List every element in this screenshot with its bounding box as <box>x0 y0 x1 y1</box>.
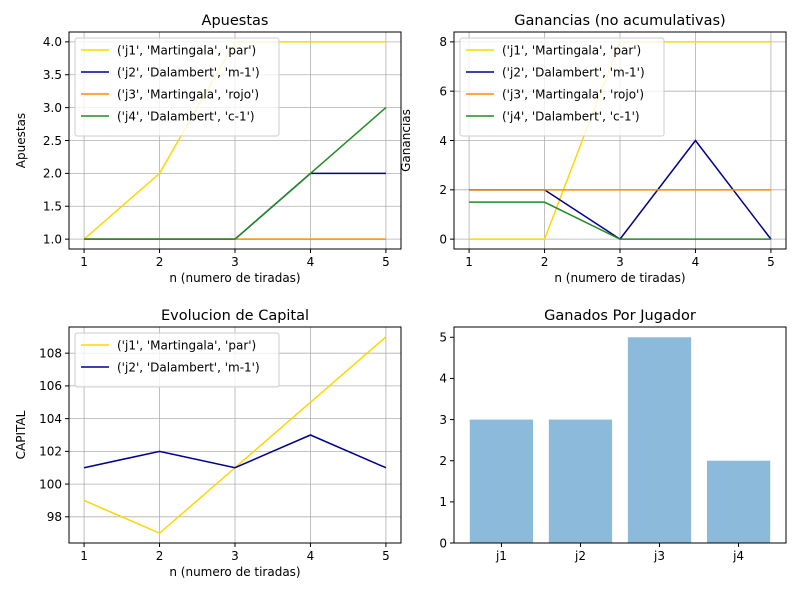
y-tick-label: 8 <box>439 35 447 49</box>
y-tick-label: 2.0 <box>43 167 62 181</box>
legend-label-3: ('j3', 'Martingala', 'rojo') <box>502 87 644 101</box>
legend-label-2: ('j2', 'Dalambert', 'm-1') <box>117 65 260 79</box>
chart-2: 1 2 3 4 5 0 2 4 6 8 Ganancias (no acumulativas) n (… <box>399 13 787 285</box>
legend: ('j1', 'Martingala', 'par') ('j2', 'Dalam… <box>74 37 280 137</box>
x-tick-label: 1 <box>465 255 473 269</box>
y-tick-label: 3 <box>439 413 447 427</box>
x-tick-label: 3 <box>231 549 239 563</box>
x-axis-label: n (numero de tiradas) <box>554 271 685 285</box>
chart-title: Ganancias (no acumulativas) <box>514 13 725 29</box>
y-tick-label: 4 <box>439 134 447 148</box>
y-axis-label: CAPITAL <box>14 410 28 459</box>
legend-frame <box>459 37 665 137</box>
x-tick-label: 2 <box>156 255 164 269</box>
y-axis-label: Ganancias <box>399 109 413 172</box>
plot-frame <box>68 31 402 250</box>
y-tick-label: 98 <box>47 510 62 524</box>
legend-label-1: ('j1', 'Martingala', 'par') <box>117 43 256 57</box>
plot-frame <box>453 31 787 250</box>
y-tick-label: 0 <box>439 232 447 246</box>
y-tick-label: 3.0 <box>43 101 62 115</box>
bar-j1 <box>469 419 534 543</box>
bar-j2 <box>548 419 613 543</box>
x-tick-label: 5 <box>382 549 390 563</box>
y-tick-label: 1.5 <box>43 200 62 214</box>
legend-label-1: ('j1', 'Martingala', 'par') <box>502 43 641 57</box>
x-tick-label: 5 <box>382 255 390 269</box>
x-tick-label: j2 <box>574 549 586 563</box>
series-line-4 <box>469 201 771 240</box>
x-tick-label: j3 <box>653 549 665 563</box>
chart-title: Apuestas <box>202 13 269 29</box>
y-tick-label: 4 <box>439 372 447 386</box>
y-tick-label: 2 <box>439 183 447 197</box>
legend-label-2: ('j2', 'Dalambert', 'm-1') <box>502 65 645 79</box>
x-axis-label: n (numero de tiradas) <box>169 565 300 579</box>
legend-label-1: ('j1', 'Martingala', 'par') <box>117 338 256 352</box>
legend: ('j1', 'Martingala', 'par') ('j2', 'Dalam… <box>74 332 280 388</box>
legend-frame <box>74 332 280 388</box>
x-tick-label: 3 <box>616 255 624 269</box>
x-tick-label: 1 <box>80 549 88 563</box>
legend-label-4: ('j4', 'Dalambert', 'c-1') <box>502 109 640 123</box>
legend: ('j1', 'Martingala', 'par') ('j2', 'Dalam… <box>459 37 665 137</box>
x-tick-label: 4 <box>307 255 315 269</box>
x-tick-label: 1 <box>80 255 88 269</box>
y-tick-label: 100 <box>39 477 62 491</box>
y-tick-label: 2.5 <box>43 134 62 148</box>
y-tick-label: 6 <box>439 84 447 98</box>
y-tick-label: 104 <box>39 412 62 426</box>
series-line-4 <box>84 107 387 240</box>
chart-4: j1 j2 j3 j4 0 1 2 3 4 5 Ganados Por Jugador <box>439 308 787 563</box>
x-tick-label: 3 <box>231 255 239 269</box>
chart-title: Ganados Por Jugador <box>544 308 696 324</box>
x-tick-label: 4 <box>692 255 700 269</box>
legend-label-2: ('j2', 'Dalambert', 'm-1') <box>117 360 260 374</box>
plot-frame <box>453 326 787 544</box>
y-tick-label: 2 <box>439 454 447 468</box>
y-tick-label: 3.5 <box>43 68 62 82</box>
x-tick-label: 4 <box>307 549 315 563</box>
chart-title: Evolucion de Capital <box>161 308 309 324</box>
x-tick-label: j1 <box>495 549 507 563</box>
chart-1: 1 2 3 4 5 1.0 1.5 2.0 2.5 3.0 3.5 4.0 Apuestas n (num… <box>14 13 402 285</box>
x-tick-label: 2 <box>156 549 164 563</box>
y-tick-label: 4.0 <box>43 35 62 49</box>
legend-frame <box>74 37 280 137</box>
legend-label-4: ('j4', 'Dalambert', 'c-1') <box>117 109 255 123</box>
x-tick-label: j4 <box>732 549 744 563</box>
y-tick-label: 1 <box>439 495 447 509</box>
plot-frame <box>68 326 402 544</box>
y-tick-label: 102 <box>39 445 62 459</box>
y-axis-label: Apuestas <box>14 113 28 168</box>
y-tick-label: 0 <box>439 536 447 550</box>
chart-3: 1 2 3 4 5 98 100 102 104 106 108 Evolucion de Capit… <box>14 308 402 579</box>
x-tick-label: 5 <box>767 255 775 269</box>
bar-j4 <box>706 460 771 543</box>
x-tick-label: 2 <box>541 255 549 269</box>
bar-j3 <box>627 337 692 543</box>
series-line-2 <box>83 434 387 469</box>
y-tick-label: 108 <box>39 346 62 360</box>
y-tick-label: 5 <box>439 331 447 345</box>
x-axis-label: n (numero de tiradas) <box>169 271 300 285</box>
y-tick-label: 1.0 <box>43 232 62 246</box>
legend-label-3: ('j3', 'Martingala', 'rojo') <box>117 87 259 101</box>
y-tick-label: 106 <box>39 379 62 393</box>
